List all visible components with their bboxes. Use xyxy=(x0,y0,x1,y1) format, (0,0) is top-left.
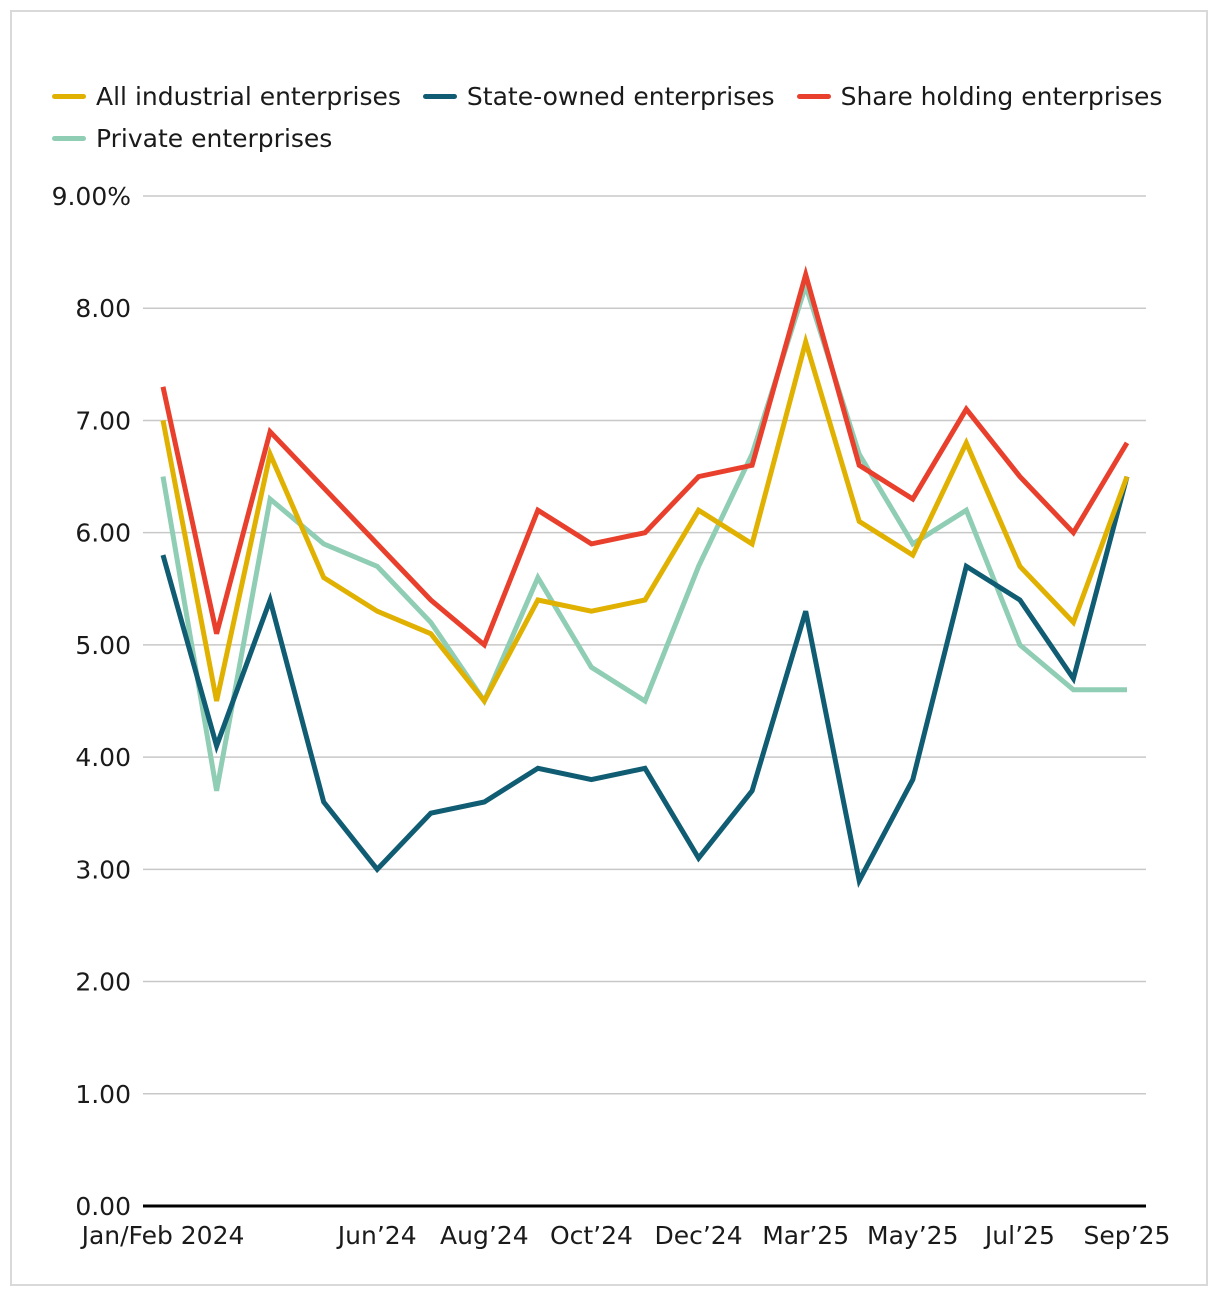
legend-item-share-holding: Share holding enterprises xyxy=(796,80,1163,112)
series-all-industrial-enterprises xyxy=(160,332,1130,706)
legend-swatch xyxy=(422,93,457,99)
legend-label: All industrial enterprises xyxy=(96,81,401,111)
legend-label: State-owned enterprises xyxy=(466,81,775,111)
legend-swatch xyxy=(52,135,86,141)
y-tick-label: 7.00 xyxy=(75,406,131,435)
legend-label: Private enterprises xyxy=(96,123,333,153)
y-tick-label: 8.00 xyxy=(75,294,131,323)
x-tick-label: Mar’25 xyxy=(762,1221,849,1250)
x-tick-label: Oct’24 xyxy=(550,1221,633,1250)
legend-swatch xyxy=(796,93,831,99)
y-axis-ticks: 0.00 1.00 2.00 3.00 4.00 5.00 6.00 7.00 8.00 9.00… xyxy=(52,182,131,1221)
legend-label: Share holding enterprises xyxy=(840,81,1163,111)
x-tick-label: Aug’24 xyxy=(440,1221,529,1250)
y-tick-label: 5.00 xyxy=(75,631,131,660)
series-line xyxy=(160,332,1130,706)
legend-item-all-industrial: All industrial enterprises xyxy=(52,80,401,112)
x-tick-label: Jan/Feb 2024 xyxy=(80,1221,245,1250)
x-tick-label: Dec’24 xyxy=(654,1221,742,1250)
legend-swatch xyxy=(52,93,86,99)
y-tick-label: 4.00 xyxy=(75,743,131,772)
x-tick-label: May’25 xyxy=(867,1221,958,1250)
gridlines xyxy=(143,195,1146,1095)
legend: All industrial enterprises State-owned e… xyxy=(52,80,1172,154)
series-line xyxy=(160,265,1130,650)
x-tick-label: Sep’25 xyxy=(1084,1221,1171,1250)
series-private-enterprises xyxy=(160,277,1128,792)
y-tick-label: 2.00 xyxy=(75,968,131,997)
series-share-holding-enterprises xyxy=(160,265,1130,650)
y-tick-label: 6.00 xyxy=(75,519,131,548)
legend-item-private: Private enterprises xyxy=(52,122,332,154)
y-tick-label: 1.00 xyxy=(75,1080,131,1109)
y-tick-label: 0.00 xyxy=(75,1192,131,1221)
y-tick-label: 3.00 xyxy=(75,855,131,884)
x-tick-label: Jun’24 xyxy=(336,1221,417,1250)
legend-item-state-owned: State-owned enterprises xyxy=(422,80,775,112)
series-line xyxy=(160,475,1130,888)
y-tick-label: 9.00% xyxy=(52,182,131,211)
series-lines xyxy=(160,265,1130,888)
chart-frame xyxy=(10,10,1208,1286)
x-tick-label: Jul’25 xyxy=(983,1221,1055,1250)
x-axis-ticks: Jan/Feb 2024 Jun’24 Aug’24 Oct’24 Dec’24 Mar’… xyxy=(80,1221,1171,1250)
